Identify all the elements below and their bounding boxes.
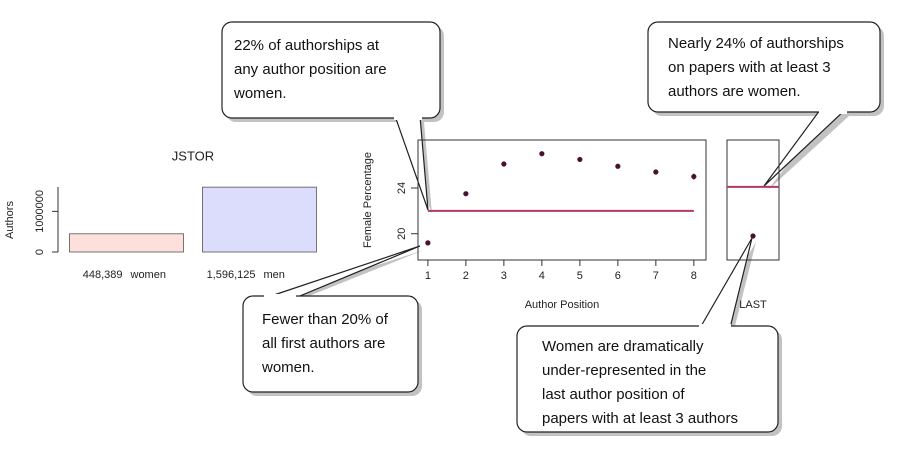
callout-box	[242, 295, 419, 393]
point	[577, 156, 583, 163]
x-tick-label: 5	[577, 270, 583, 282]
point	[653, 169, 659, 175]
callout-pointer	[264, 245, 421, 299]
point	[691, 173, 697, 180]
callout-text: Women are dramatically	[542, 338, 704, 355]
plot-frame	[417, 139, 707, 261]
y-axis-label: Authors	[4, 201, 16, 239]
y-tick-label: 0	[34, 249, 46, 255]
callout-text: all first authors are	[262, 335, 385, 352]
callout-box	[221, 21, 441, 119]
point	[425, 240, 431, 246]
x-tick-label: 3	[501, 270, 507, 282]
callout-text: women.	[261, 359, 315, 376]
shadow	[768, 116, 849, 190]
value-label: 448,389	[83, 269, 123, 281]
callout-texts: 22% of authorships at any author position…	[233, 35, 844, 427]
callout-text: 22% of authorships at	[234, 37, 380, 54]
point	[615, 163, 621, 169]
callout-shapes	[221, 21, 884, 436]
value-label: 1,596,125	[207, 269, 256, 281]
callout-join	[264, 294, 296, 300]
callout-pointer	[763, 109, 847, 187]
callout-join	[699, 324, 731, 330]
callout-text: women.	[233, 85, 287, 102]
callout-text: Fewer than 20% of	[262, 311, 389, 328]
callout-box	[647, 21, 881, 113]
callout-text: on papers with at least 3	[668, 59, 831, 76]
y-tick-label: 20	[396, 228, 408, 240]
x-tick-label: 7	[653, 270, 659, 282]
x-axis-label: Author Position	[525, 299, 600, 311]
point	[539, 151, 545, 157]
y-axis-label: Female Percentage	[362, 152, 374, 248]
x-tick-label: 8	[691, 270, 697, 282]
callout-text: Nearly 24% of authorships	[668, 35, 844, 52]
callout-text: under-represented in the	[542, 362, 706, 379]
chart-title: JSTOR	[172, 148, 214, 163]
callout-box	[516, 325, 779, 433]
x-tick-label: 6	[615, 270, 621, 282]
callout-text: any author position are	[234, 61, 387, 78]
y-tick-label: 1000000	[34, 190, 46, 233]
x-tick-label: 4	[539, 270, 545, 282]
x-tick-label: men	[264, 269, 285, 281]
point	[750, 233, 756, 239]
callout-join	[819, 108, 847, 114]
callout-text: last author position of	[542, 386, 685, 403]
plot-frame	[726, 139, 780, 261]
y-tick-label: 24	[396, 182, 408, 194]
x-axis-label: LAST	[739, 299, 767, 311]
callout-join	[394, 114, 422, 120]
x-tick-label: 2	[463, 270, 469, 282]
bar	[69, 233, 184, 253]
x-tick-label: 1	[425, 270, 431, 282]
callout-text: authors are women.	[668, 83, 801, 100]
callout-text: papers with at least 3 authors	[542, 410, 738, 427]
point	[501, 161, 507, 167]
point	[463, 191, 469, 197]
bar	[202, 186, 317, 253]
charts: JSTOR Authors 0 1000000 448,389 women 1,596,12…	[4, 139, 780, 311]
x-tick-label: women	[130, 269, 166, 281]
